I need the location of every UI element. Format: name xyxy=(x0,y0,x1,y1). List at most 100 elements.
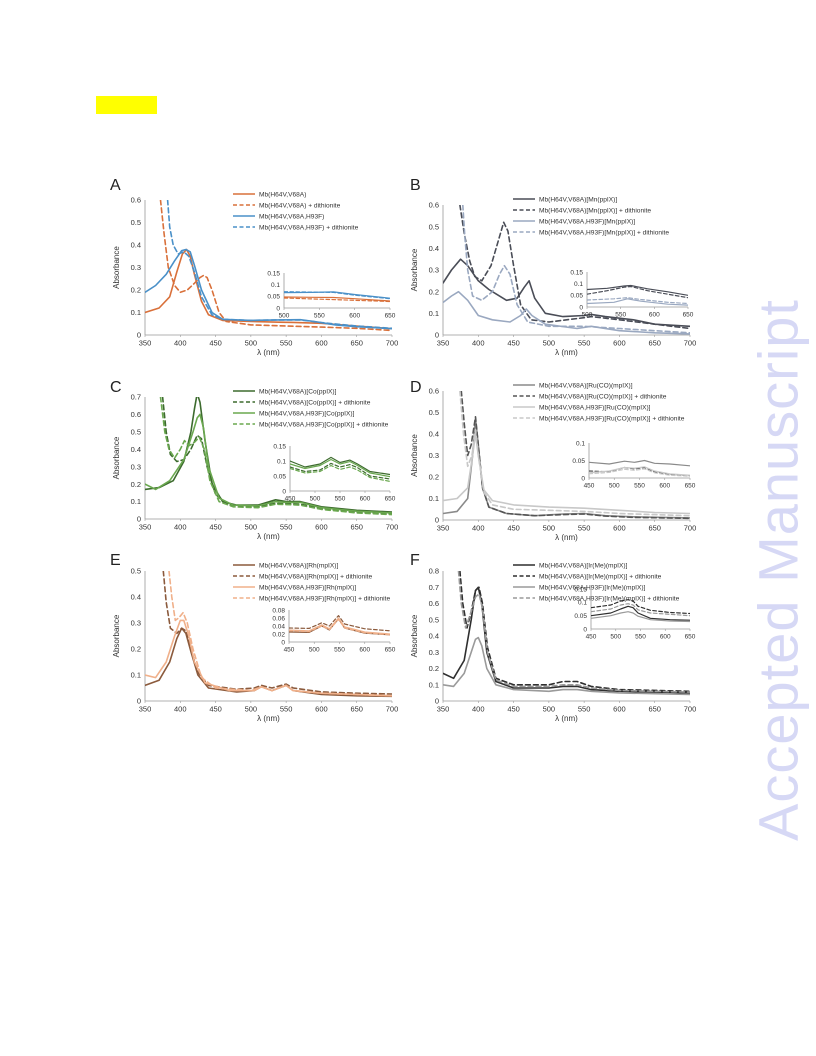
y-tick-label: 0.2 xyxy=(429,287,439,296)
inset-y-tick-label: 0.05 xyxy=(570,293,583,300)
inset-x-tick-label: 500 xyxy=(610,634,621,641)
x-tick-label: 600 xyxy=(315,523,328,532)
y-tick-label: 0 xyxy=(137,331,141,340)
inset-plot: 450 500 550 600 650 00.020.040.060.08 xyxy=(272,607,395,653)
inset-series-line-1 xyxy=(284,296,390,302)
y-axis-label: Absorbance xyxy=(410,248,419,291)
inset-x-tick-label: 500 xyxy=(309,647,320,654)
y-tick-label: 0.4 xyxy=(429,244,439,253)
x-tick-label: 650 xyxy=(648,339,661,348)
y-tick-label: 0.3 xyxy=(131,462,141,471)
inset-plot: 450 500 550 600 650 0 0.05 0.1 0.15 xyxy=(273,443,395,502)
inset-series-line-1 xyxy=(587,284,688,296)
y-tick-label: 0.1 xyxy=(131,497,141,506)
x-tick-label: 400 xyxy=(472,705,485,714)
x-tick-label: 650 xyxy=(350,339,363,348)
series-line-1 xyxy=(145,248,392,330)
panel-label: F xyxy=(410,552,420,569)
y-tick-label: 0.4 xyxy=(429,632,439,641)
legend-entry: Mb(H64V,V68A,H93F) + dithionite xyxy=(259,225,359,232)
y-tick-label: 0.5 xyxy=(131,567,141,576)
inset-x-tick-label: 650 xyxy=(685,634,696,641)
series-line-1 xyxy=(145,627,392,698)
inset-x-tick-label: 500 xyxy=(582,312,593,319)
inset-x-tick-label: 450 xyxy=(285,496,296,503)
x-tick-label: 700 xyxy=(386,705,399,714)
inset-x-tick-label: 550 xyxy=(635,634,646,641)
y-axis-label: Absorbance xyxy=(410,434,419,477)
inset-y-tick-label: 0 xyxy=(581,475,585,482)
inset-y-tick-label: 0.08 xyxy=(272,607,285,614)
legend-entry: Mb(H64V,V68A)[Mn(ppIX)] xyxy=(539,197,617,204)
inset-x-tick-label: 600 xyxy=(649,312,660,319)
x-tick-label: 350 xyxy=(437,339,450,348)
inset-series-line-4 xyxy=(587,297,688,305)
inset-series-line-1 xyxy=(591,605,690,621)
y-tick-label: 0.6 xyxy=(429,387,439,396)
inset-x-tick-label: 450 xyxy=(586,634,597,641)
panel-b: B 350 400 450 500 550 600 650 700 0 0.1 0.2 0.3 0.4 0.… xyxy=(410,177,696,357)
inset-series-line-1 xyxy=(290,456,390,476)
y-tick-label: 0.6 xyxy=(131,410,141,419)
y-tick-label: 0.3 xyxy=(131,619,141,628)
x-tick-label: 400 xyxy=(174,705,187,714)
inset-y-tick-label: 0 xyxy=(281,639,285,646)
y-tick-label: 0.6 xyxy=(429,599,439,608)
legend-entry: Mb(H64V,V68A,H93F)[Co(ppIX)] xyxy=(259,411,355,418)
inset-y-tick-label: 0.15 xyxy=(273,443,286,450)
series-line-1 xyxy=(443,258,690,328)
x-tick-label: 550 xyxy=(578,339,591,348)
inset-y-tick-label: 0.15 xyxy=(267,270,280,277)
x-tick-label: 400 xyxy=(174,339,187,348)
y-axis-label: Absorbance xyxy=(112,436,121,479)
inset-y-tick-label: 0.1 xyxy=(277,458,286,465)
inset-y-tick-label: 0.05 xyxy=(273,473,286,480)
x-tick-label: 550 xyxy=(578,705,591,714)
y-tick-label: 0.4 xyxy=(131,593,141,602)
x-tick-label: 700 xyxy=(684,339,697,348)
x-tick-label: 500 xyxy=(543,524,556,533)
x-tick-label: 600 xyxy=(613,705,626,714)
y-tick-label: 0.6 xyxy=(429,201,439,210)
legend-entry: Mb(H64V,V68A)[Co(ppIX)] xyxy=(259,389,337,396)
x-tick-label: 550 xyxy=(280,523,293,532)
x-tick-label: 650 xyxy=(648,524,661,533)
series-line-4 xyxy=(166,200,392,330)
x-tick-label: 450 xyxy=(507,705,520,714)
inset-y-tick-label: 0.1 xyxy=(574,281,583,288)
panel-a: A 350 400 450 500 550 600 650 700 0 0.1 0.2 0.3 0.4 0.… xyxy=(110,177,398,357)
x-tick-label: 600 xyxy=(613,524,626,533)
inset-series-line-2 xyxy=(284,297,390,303)
series-line-1 xyxy=(443,586,690,694)
inset-series-line-2 xyxy=(587,285,688,299)
legend-entry: Mb(H64V,V68A,H93F)[Ru(CO)(mpIX)] + dithi… xyxy=(539,416,685,423)
y-tick-label: 0 xyxy=(137,515,141,524)
series-line-2 xyxy=(161,397,392,515)
inset-x-tick-label: 600 xyxy=(660,634,671,641)
y-axis-label: Absorbance xyxy=(112,246,121,289)
y-tick-label: 0.3 xyxy=(131,263,141,272)
inset-series-line-2 xyxy=(289,615,390,632)
inset-x-tick-label: 550 xyxy=(634,483,645,490)
panel-c: C 350 400 450 500 550 600 650 700 0 0.1 0.2 0.3 0.4 0.… xyxy=(110,379,398,541)
series-line-4 xyxy=(168,571,392,697)
inset-series-line-3 xyxy=(591,611,690,623)
series-line-4 xyxy=(159,397,392,516)
inset-y-tick-label: 0.1 xyxy=(578,600,587,607)
inset-x-tick-label: 650 xyxy=(385,647,396,654)
inset-x-tick-label: 650 xyxy=(683,312,694,319)
inset-y-tick-label: 0 xyxy=(579,304,583,311)
x-tick-label: 450 xyxy=(507,524,520,533)
inset-series-line-2 xyxy=(589,466,690,477)
y-tick-label: 0.1 xyxy=(429,309,439,318)
series-line-3 xyxy=(443,433,690,515)
legend-entry: Mb(H64V,V68A)[Ir(Me)(mpIX)] xyxy=(539,563,628,570)
inset-series-line-1 xyxy=(589,459,690,467)
y-tick-label: 0.4 xyxy=(131,241,141,250)
inset-y-tick-label: 0.04 xyxy=(272,623,285,630)
panel-label: C xyxy=(110,379,122,396)
y-tick-label: 0.2 xyxy=(429,664,439,673)
inset-x-tick-label: 600 xyxy=(659,483,670,490)
x-tick-label: 450 xyxy=(209,705,222,714)
x-axis-label: λ (nm) xyxy=(257,348,280,357)
